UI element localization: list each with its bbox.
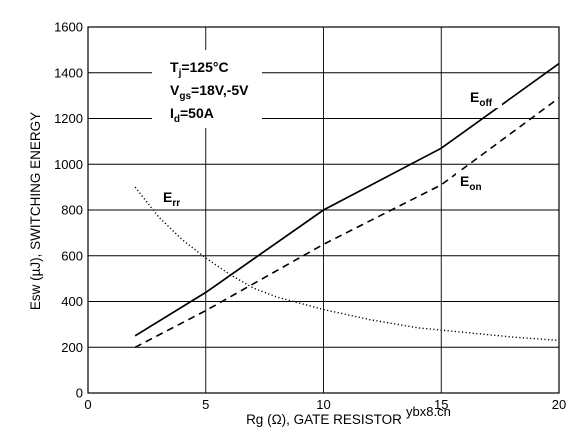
y-tick-labels: 0 200 400 600 800 1000 1200 1400 1600 <box>54 20 83 401</box>
y-tick-label-0: 0 <box>76 386 83 401</box>
eon-label-bg <box>456 170 490 192</box>
x-tick-labels: 0 5 10 15 20 <box>84 397 566 412</box>
condition-tj: Tj=125°C <box>170 59 229 79</box>
x-axis-title: Rg (Ω), GATE RESISTOR <box>246 412 402 427</box>
x-tick-label-20: 20 <box>552 397 566 412</box>
condition-vgs: Vgs=18V,-5V <box>170 82 249 102</box>
y-tick-label-200: 200 <box>61 340 83 355</box>
series-line-eoff <box>134 62 560 337</box>
y-tick-label-1000: 1000 <box>54 157 83 172</box>
series-layer <box>134 62 560 349</box>
plot-frame <box>87 26 560 394</box>
conditions-box <box>152 50 262 128</box>
eon-series-label: Eon <box>460 173 482 193</box>
y-axis-title: Esw (µJ), SWITCHING ENERGY <box>28 112 43 310</box>
x-tick-label-10: 10 <box>316 397 330 412</box>
y-tick-label-600: 600 <box>61 248 83 263</box>
err-label-bg <box>160 186 190 208</box>
x-tick-label-15: 15 <box>434 397 448 412</box>
y-tick-label-1600: 1600 <box>54 20 83 35</box>
y-tick-label-1200: 1200 <box>54 111 83 126</box>
x-tick-label-0: 0 <box>84 397 91 412</box>
y-tick-label-800: 800 <box>61 203 83 218</box>
y-tick-label-400: 400 <box>61 294 83 309</box>
eoff-series-label: Eoff <box>470 89 493 109</box>
eoff-label-bg <box>466 86 502 108</box>
watermark: ybx8.cn <box>406 404 451 419</box>
y-tick-label-1400: 1400 <box>54 65 83 80</box>
condition-id: Id=50A <box>170 105 214 125</box>
err-series-label: Err <box>163 189 180 209</box>
series-line-eon <box>134 97 560 349</box>
x-tick-label-5: 5 <box>202 397 209 412</box>
